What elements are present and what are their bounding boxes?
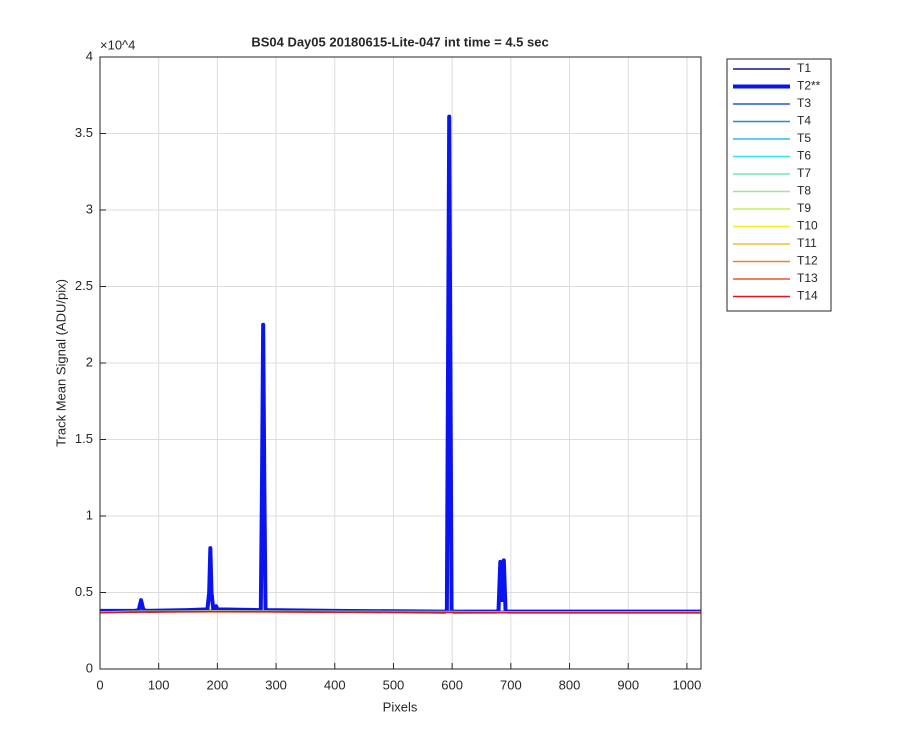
legend-label: T14 xyxy=(797,289,818,303)
x-tick-label: 200 xyxy=(207,677,229,692)
ticks: 0 100 200 300 400 500 600 700 800 900 1000 0 0.5 1 1.5… xyxy=(75,48,701,692)
series-line xyxy=(100,114,701,614)
legend-box xyxy=(726,58,832,312)
x-tick-label: 500 xyxy=(383,677,405,692)
x-tick-label: 0 xyxy=(96,677,103,692)
legend-label: T8 xyxy=(797,184,811,198)
legend-label: T13 xyxy=(797,271,818,285)
x-tick-label: 700 xyxy=(500,677,522,692)
y-tick-label: 3.5 xyxy=(75,125,93,140)
chart-title: BS04 Day05 20180615-Lite-047 int time = … xyxy=(251,34,548,49)
x-tick-label: 100 xyxy=(148,677,170,692)
legend-label: T11 xyxy=(797,236,817,250)
legend-label: T5 xyxy=(797,131,811,145)
y-tick-label: 4 xyxy=(86,48,93,63)
lines xyxy=(100,114,701,614)
x-tick-label: 1000 xyxy=(672,677,701,692)
legend-label: T4 xyxy=(797,114,811,128)
legend-label: T12 xyxy=(797,254,818,268)
x-tick-label: 800 xyxy=(559,677,581,692)
legend-label: T6 xyxy=(797,149,811,163)
x-axis-label: Pixels xyxy=(383,699,418,714)
y-tick-label: 2.5 xyxy=(75,278,93,293)
x-tick-label: 400 xyxy=(324,677,346,692)
legend-label: T7 xyxy=(797,166,811,180)
legend-label: T9 xyxy=(797,201,811,215)
y-multiplier: ×10^4 xyxy=(100,37,135,52)
y-tick-label: 1 xyxy=(86,507,93,522)
x-tick-label: 600 xyxy=(441,677,463,692)
y-tick-label: 1.5 xyxy=(75,431,93,446)
legend-label: T2** xyxy=(797,79,821,93)
series-line xyxy=(100,611,701,614)
x-tick-label: 900 xyxy=(617,677,639,692)
legend-label: T10 xyxy=(797,219,818,233)
y-axis-label: Track Mean Signal (ADU/pix) xyxy=(53,279,68,447)
x-tick-label: 300 xyxy=(265,677,287,692)
y-tick-label: 2 xyxy=(86,354,93,369)
legend: T1 T2** T3 T4 T5 T6 T7 T8 T9 T10 T11 T12 T13 T14 xyxy=(733,61,821,303)
y-tick-label: 0.5 xyxy=(75,584,93,599)
y-tick-label: 3 xyxy=(86,201,93,216)
y-tick-label: 0 xyxy=(86,660,93,675)
legend-label: T3 xyxy=(797,96,811,110)
legend-label: T1 xyxy=(797,61,811,75)
